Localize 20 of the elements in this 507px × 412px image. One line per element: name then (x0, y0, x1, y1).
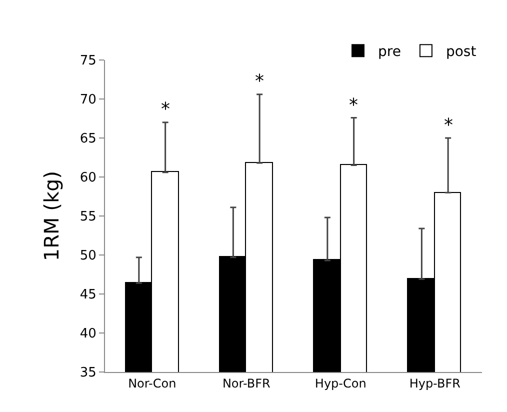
y-tick-label: 35 (80, 366, 96, 381)
y-tick-label: 65 (80, 132, 96, 147)
x-tick-label: Nor-BFR (222, 376, 270, 390)
y-tick-label: 40 (80, 326, 96, 342)
y-tick-label: 70 (80, 92, 96, 108)
x-tick-label: Hyp-BFR (409, 376, 460, 390)
x-tick-label: Hyp-Con (314, 376, 366, 390)
annotation: * (349, 95, 358, 116)
annotation: * (255, 71, 264, 92)
y-tick-label: 50 (80, 248, 96, 264)
annotation: * (444, 115, 453, 136)
y-tick-label: 55 (80, 210, 96, 225)
y-axis-title: 1RM (kg) (39, 170, 64, 262)
annotation: * (161, 99, 170, 120)
y-tick-label: 60 (80, 170, 96, 186)
x-tick-label: Nor-Con (128, 376, 176, 390)
y-tick-label: 75 (80, 54, 96, 69)
legend-label: pre (378, 44, 401, 60)
legend-label: post (446, 44, 477, 60)
y-tick-label: 45 (80, 288, 96, 303)
